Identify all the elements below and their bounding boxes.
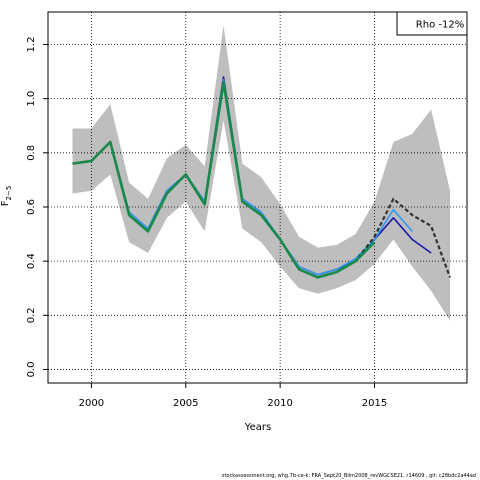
x-tick-label: 2000 — [79, 398, 104, 409]
y-tick-label: 0.8 — [26, 145, 37, 161]
grid-layer — [48, 12, 467, 383]
series-line-3 — [72, 81, 376, 279]
x-tick-label: 2010 — [267, 398, 292, 409]
y-axis-ticks: 0.0 0.2 0.4 0.6 0.8 1.0 1.2 — [26, 37, 48, 378]
y-tick-label: 1.0 — [26, 91, 37, 107]
y-axis-label-main: F — [0, 200, 11, 206]
footer-credit: stockassessment.org, whg.7b-ce-k: FRA_Se… — [221, 473, 476, 479]
series-layer — [72, 76, 452, 279]
x-axis-ticks: 2000 2005 2010 2015 — [79, 383, 387, 409]
legend-box: Rho -12% — [396, 11, 468, 36]
y-tick-label: 0.0 — [26, 362, 37, 378]
confidence-band — [72, 25, 451, 321]
x-tick-label: 2005 — [173, 398, 198, 409]
x-tick-label: 2015 — [362, 398, 387, 409]
y-axis-label-subscript: 2−5 — [5, 186, 13, 201]
svg-text:F2−5: F2−5 — [0, 186, 13, 207]
y-tick-label: 0.4 — [26, 253, 37, 269]
legend-text: Rho -12% — [416, 20, 464, 31]
series-line-2 — [72, 81, 452, 279]
x-axis-label: Years — [244, 422, 271, 433]
y-tick-label: 0.6 — [26, 199, 37, 215]
y-tick-label: 0.2 — [26, 307, 37, 323]
y-tick-label: 1.2 — [26, 37, 37, 53]
plot-frame — [47, 11, 468, 384]
y-axis-label: F2−5 — [0, 186, 13, 207]
confidence-band-layer — [72, 25, 451, 321]
